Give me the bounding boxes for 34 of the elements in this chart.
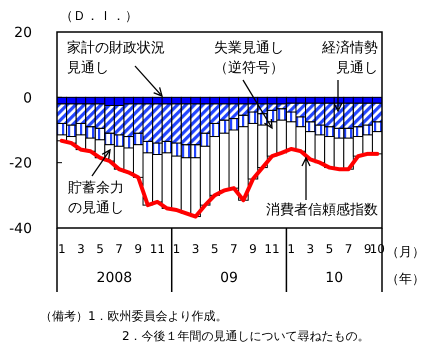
series-label: 消費者信頼感指数 bbox=[266, 202, 378, 218]
text: 2008 bbox=[96, 270, 132, 286]
x-tick-label: 7 bbox=[115, 242, 123, 256]
text: 09 bbox=[220, 270, 238, 286]
text: （備考）1．欧州委員会より作成。 bbox=[40, 309, 228, 323]
y-tick-label: -20 bbox=[9, 156, 32, 172]
x-tick-label: 5 bbox=[210, 242, 219, 256]
text: 10 bbox=[325, 270, 344, 286]
y-tick-label: 20 bbox=[14, 25, 32, 41]
series-label: 経済情勢見通し bbox=[321, 40, 378, 76]
x-tick-label: 9 bbox=[249, 242, 257, 256]
x-tick-label: 11 bbox=[150, 242, 166, 256]
x-tick-label: 1 bbox=[287, 242, 296, 256]
text: 失業見通し（逆符号） bbox=[214, 40, 284, 76]
x-tick-label: 5 bbox=[326, 242, 334, 256]
x-tick-label: 3 bbox=[306, 242, 314, 256]
x-tick-label: 1 bbox=[172, 242, 180, 256]
text: （年） bbox=[386, 272, 425, 287]
x-tick-label: 3 bbox=[192, 242, 200, 256]
x-tick-label: 3 bbox=[77, 242, 85, 256]
series-label: 家計の財政状況見通し bbox=[67, 40, 165, 76]
text: 2．今後１年間の見通しについて尋ねたもの。 bbox=[122, 329, 370, 343]
x-tick-label: 9 bbox=[364, 242, 372, 256]
y-tick-label: -40 bbox=[9, 221, 32, 237]
legend-label: 貯蓄余力の見通し bbox=[68, 180, 124, 216]
x-tick-label: 1 bbox=[58, 242, 66, 256]
x-tick-label: 11 bbox=[264, 242, 280, 256]
x-tick-label: 7 bbox=[230, 242, 238, 256]
x-axis-title: （月） bbox=[386, 245, 425, 260]
x-tick-label: 9 bbox=[134, 242, 142, 256]
x-tick-label: 7 bbox=[344, 242, 352, 256]
y-tick-label: 0 bbox=[23, 90, 32, 106]
x-tick-label: 5 bbox=[96, 242, 104, 256]
y-axis-title: （Ｄ．Ｉ．） bbox=[60, 9, 138, 24]
